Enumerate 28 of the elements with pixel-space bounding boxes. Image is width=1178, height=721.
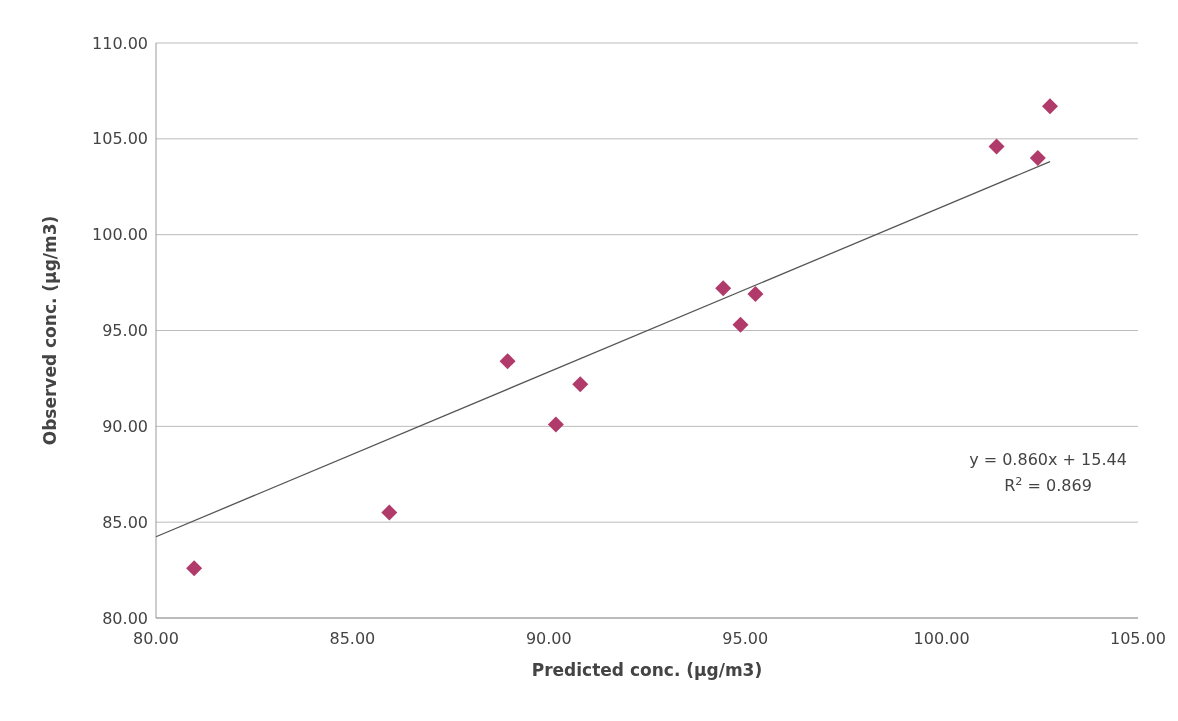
x-tick-label: 95.00: [722, 629, 769, 648]
y-tick-label: 100.00: [92, 225, 148, 245]
y-tick-label: 85.00: [102, 512, 148, 532]
y-tick-label: 110.00: [92, 33, 148, 53]
point: [715, 280, 732, 297]
annotation: R$^{2}$ = 0.869: [1004, 474, 1092, 495]
point: [747, 286, 764, 303]
y-axis-title: Observed conc. (µg/m3): [40, 215, 60, 446]
x-tick-label: 100.00: [913, 629, 970, 648]
point: [499, 353, 516, 370]
point: [547, 416, 564, 433]
x-tick-label: 105.00: [1110, 629, 1166, 648]
point: [988, 138, 1005, 155]
x-axis-title: Predicted conc. (µg/m3): [531, 660, 763, 680]
point: [1042, 98, 1059, 115]
y-tick-label: 105.00: [92, 129, 148, 149]
point: [1029, 150, 1046, 166]
y-tick-label: 80.00: [102, 608, 148, 628]
annotation: y = 0.860x + 15.44: [969, 449, 1127, 469]
x-tick-label: 90.00: [525, 629, 572, 648]
point: [732, 316, 749, 333]
point: [572, 376, 589, 393]
point: [186, 560, 203, 577]
x-tick-label: 85.00: [329, 629, 376, 648]
y-tick-label: 90.00: [102, 416, 148, 436]
point: [381, 504, 398, 521]
x-tick-label: 80.00: [133, 629, 179, 648]
y-tick-label: 95.00: [102, 321, 148, 341]
